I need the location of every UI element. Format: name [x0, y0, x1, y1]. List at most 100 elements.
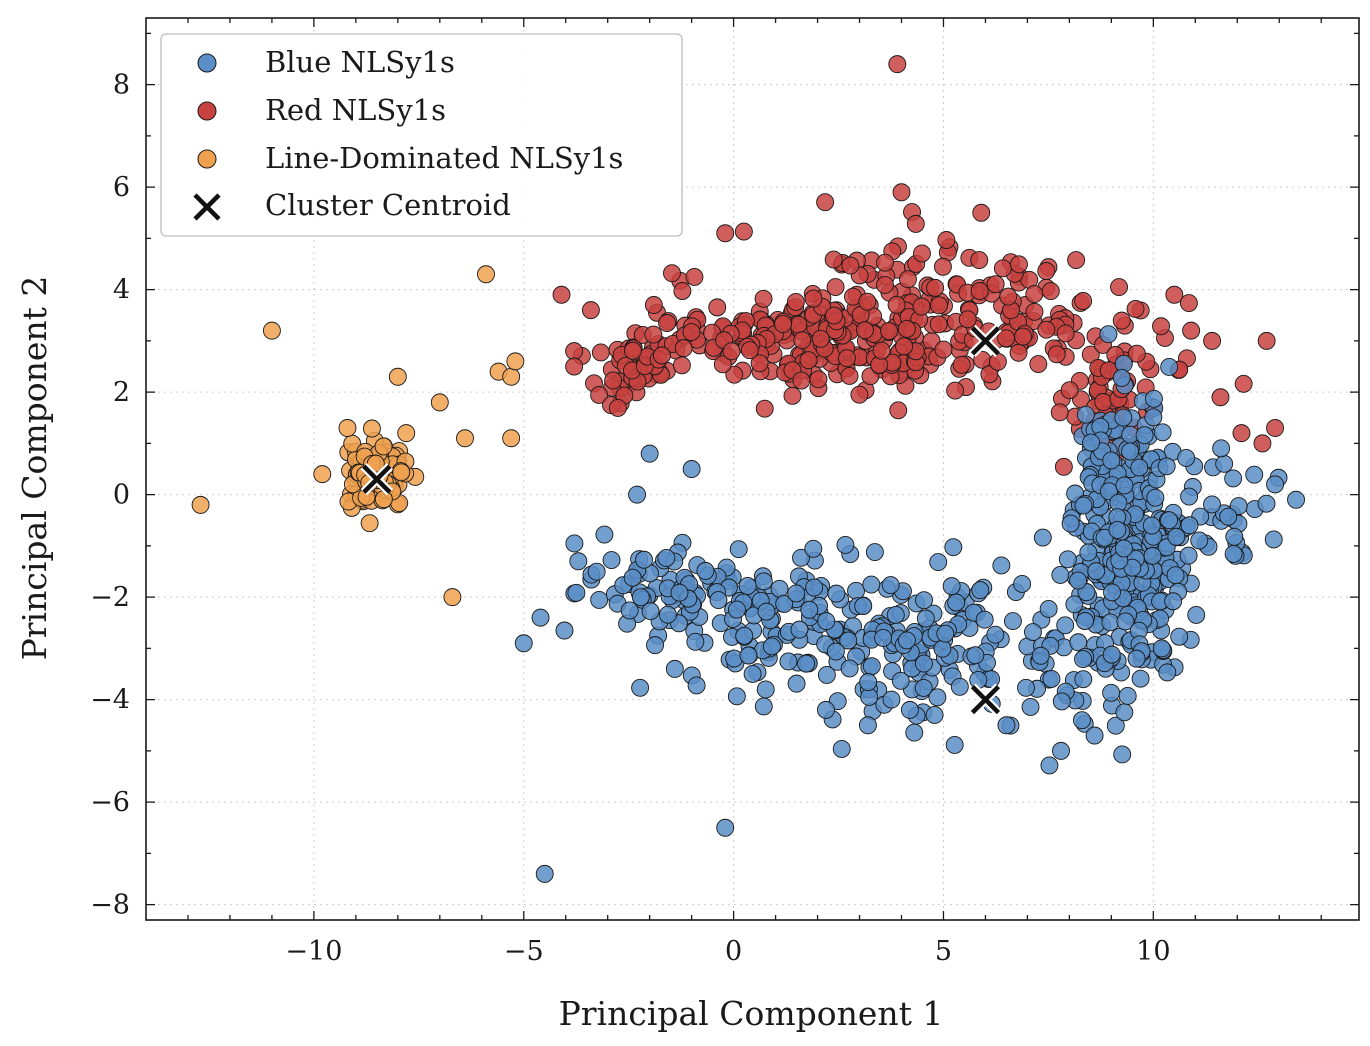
- data-point: [1234, 374, 1253, 393]
- data-point: [514, 634, 533, 653]
- data-point: [809, 370, 828, 389]
- data-point: [374, 490, 393, 509]
- data-point: [971, 581, 990, 600]
- data-point: [756, 680, 775, 699]
- data-point: [1054, 457, 1073, 476]
- data-point: [727, 687, 746, 706]
- data-point: [1144, 408, 1163, 427]
- data-point: [825, 306, 843, 325]
- data-point: [1069, 633, 1088, 652]
- data-point: [456, 429, 474, 448]
- data-point: [1127, 344, 1146, 363]
- data-point: [1017, 678, 1035, 697]
- data-point: [191, 495, 210, 514]
- data-point: [1180, 516, 1199, 535]
- data-point: [1115, 703, 1134, 722]
- data-point: [740, 341, 759, 360]
- legend-marker-blue: [197, 53, 217, 73]
- centroid-marker: [360, 463, 394, 496]
- data-point: [1010, 255, 1028, 274]
- data-point: [1130, 458, 1149, 477]
- data-point: [430, 393, 449, 412]
- centroid-marker: [969, 324, 1002, 358]
- y-tick-label: −2: [90, 582, 130, 613]
- data-point: [1135, 426, 1154, 445]
- data-point: [631, 678, 650, 697]
- data-point: [897, 320, 916, 338]
- data-point: [972, 203, 991, 222]
- data-point: [876, 275, 894, 294]
- data-point: [1021, 697, 1040, 716]
- y-tick-label: 2: [113, 377, 130, 408]
- data-point: [840, 659, 859, 678]
- data-point: [1182, 321, 1201, 340]
- data-point: [735, 626, 754, 645]
- data-point: [889, 401, 908, 420]
- data-point: [686, 632, 705, 651]
- data-point: [531, 608, 550, 627]
- data-point: [360, 514, 379, 533]
- data-point: [1142, 516, 1161, 535]
- data-point: [397, 424, 416, 443]
- data-point: [1037, 262, 1056, 280]
- data-point: [1069, 571, 1088, 590]
- data-point: [392, 463, 411, 482]
- data-point: [836, 535, 855, 554]
- data-point: [826, 642, 845, 661]
- legend-label-red: Red NLSy1s: [265, 93, 446, 127]
- data-point: [1112, 368, 1131, 387]
- data-point: [787, 584, 806, 603]
- series-1-points: [552, 55, 1285, 476]
- data-point: [1099, 325, 1118, 344]
- data-point: [1050, 403, 1069, 422]
- data-point: [565, 342, 584, 361]
- data-point: [1257, 494, 1276, 513]
- data-point: [658, 605, 677, 624]
- data-point: [895, 337, 914, 356]
- data-point: [1165, 285, 1184, 304]
- data-point: [1153, 423, 1172, 442]
- data-point: [1013, 575, 1032, 593]
- data-point: [262, 321, 281, 340]
- data-point: [1076, 405, 1095, 424]
- data-point: [502, 429, 521, 448]
- data-point: [774, 315, 792, 334]
- data-point: [797, 654, 816, 673]
- data-point: [1180, 487, 1199, 506]
- data-point: [859, 673, 878, 691]
- data-point: [770, 579, 789, 598]
- data-point: [1009, 343, 1028, 362]
- legend-entry-blue: Blue NLSy1s: [197, 45, 455, 79]
- legend-label-centroid: Cluster Centroid: [265, 188, 511, 222]
- data-point: [1073, 711, 1091, 730]
- data-point: [502, 367, 521, 386]
- data-point: [858, 716, 877, 735]
- y-tick-labels: −8 −6 −4 −2 0 2 4 6 8: [90, 70, 130, 921]
- data-point: [628, 485, 647, 504]
- data-point: [916, 609, 935, 628]
- data-point: [1121, 442, 1140, 461]
- data-point: [1203, 495, 1221, 514]
- data-point: [623, 568, 642, 587]
- data-point: [832, 739, 851, 758]
- data-point: [952, 355, 971, 374]
- data-point: [997, 716, 1016, 735]
- data-points: [191, 55, 1305, 883]
- data-point: [590, 590, 609, 609]
- data-point: [900, 700, 919, 719]
- data-point: [1143, 546, 1162, 565]
- data-point: [604, 371, 623, 390]
- data-point: [672, 356, 691, 375]
- data-point: [1065, 595, 1084, 614]
- data-point: [687, 676, 706, 695]
- data-point: [945, 735, 964, 754]
- data-point: [1170, 627, 1189, 646]
- data-point: [925, 706, 944, 724]
- data-point: [1074, 496, 1093, 515]
- data-point: [855, 321, 874, 340]
- data-point: [792, 371, 811, 390]
- data-point: [1118, 687, 1137, 705]
- data-point: [1102, 645, 1121, 664]
- legend: Blue NLSy1s Red NLSy1s Line-Dominated NL…: [160, 33, 683, 237]
